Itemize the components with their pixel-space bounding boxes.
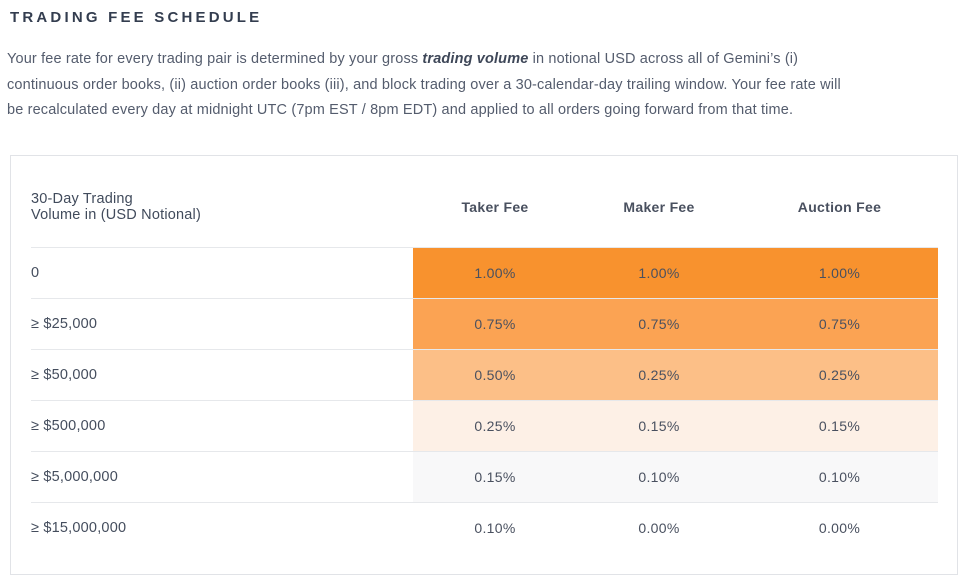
taker-fee-column-header: Taker Fee <box>461 199 529 215</box>
auction-fee-cell: 1.00% <box>741 247 938 298</box>
table-row: ≥ $25,000 0.75% 0.75% 0.75% <box>31 297 938 349</box>
maker-fee-column-header: Maker Fee <box>623 199 695 215</box>
maker-fee-cell: 0.00% <box>577 502 741 553</box>
taker-fee-cell: 1.00% <box>413 247 577 298</box>
volume-column-header-line1: 30-Day Trading <box>31 191 133 207</box>
intro-line-2: continuous order books, (ii) auction ord… <box>7 76 841 93</box>
auction-fee-cell: 0.10% <box>741 451 938 502</box>
maker-fee-cell: 0.75% <box>577 298 741 349</box>
auction-fee-cell: 0.00% <box>741 502 938 553</box>
taker-fee-cell: 0.10% <box>413 502 577 553</box>
table-row: ≥ $15,000,000 0.10% 0.00% 0.00% <box>31 501 938 553</box>
fee-table: 30-Day Trading Volume in (USD Notional) … <box>10 154 958 575</box>
auction-fee-column-header: Auction Fee <box>797 199 882 215</box>
taker-fee-cell: 0.25% <box>413 400 577 451</box>
auction-fee-cell: 0.15% <box>741 400 938 451</box>
fee-table-body: 0 1.00% 1.00% 1.00% ≥ $25,000 0.75% 0.75% 0.75%… <box>11 246 957 553</box>
taker-fee-cell: 0.15% <box>413 451 577 502</box>
volume-cell: ≥ $500,000 <box>31 417 106 434</box>
table-row: 0 1.00% 1.00% 1.00% <box>31 246 938 298</box>
maker-fee-cell: 0.10% <box>577 451 741 502</box>
volume-column-header: 30-Day Trading Volume in (USD Notional) <box>31 191 413 223</box>
intro-line-3: be recalculated every day at midnight UT… <box>7 102 794 118</box>
table-row: ≥ $500,000 0.25% 0.15% 0.15% <box>31 399 938 451</box>
table-row: ≥ $5,000,000 0.15% 0.10% 0.10% <box>31 450 938 502</box>
volume-column-header-line2: Volume in (USD Notional) <box>31 207 202 223</box>
table-row: ≥ $50,000 0.50% 0.25% 0.25% <box>31 348 938 400</box>
auction-fee-cell: 0.25% <box>741 349 938 400</box>
trading-fee-page: TRADING FEE SCHEDULE Your fee rate for e… <box>0 9 969 575</box>
maker-fee-cell: 0.15% <box>577 400 741 451</box>
volume-cell: 0 <box>31 264 40 281</box>
intro-paragraph: Your fee rate for every trading pair is … <box>7 47 969 124</box>
auction-fee-cell: 0.75% <box>741 298 938 349</box>
maker-fee-cell: 0.25% <box>577 349 741 400</box>
intro-line-1-after: in notional USD across all of Gemini’s (… <box>528 51 799 67</box>
taker-fee-cell: 0.50% <box>413 349 577 400</box>
fee-table-header-row: 30-Day Trading Volume in (USD Notional) … <box>31 156 938 247</box>
volume-cell: ≥ $5,000,000 <box>31 468 118 485</box>
intro-line-1: Your fee rate for every trading pair is … <box>7 47 969 73</box>
taker-fee-cell: 0.75% <box>413 298 577 349</box>
volume-cell: ≥ $50,000 <box>31 366 98 383</box>
volume-cell: ≥ $25,000 <box>31 315 98 332</box>
maker-fee-cell: 1.00% <box>577 247 741 298</box>
volume-cell: ≥ $15,000,000 <box>31 519 127 536</box>
intro-line-1-before: Your fee rate for every trading pair is … <box>7 51 423 67</box>
intro-emphasis-trading-volume: trading volume <box>422 51 529 67</box>
page-title: TRADING FEE SCHEDULE <box>10 9 263 26</box>
